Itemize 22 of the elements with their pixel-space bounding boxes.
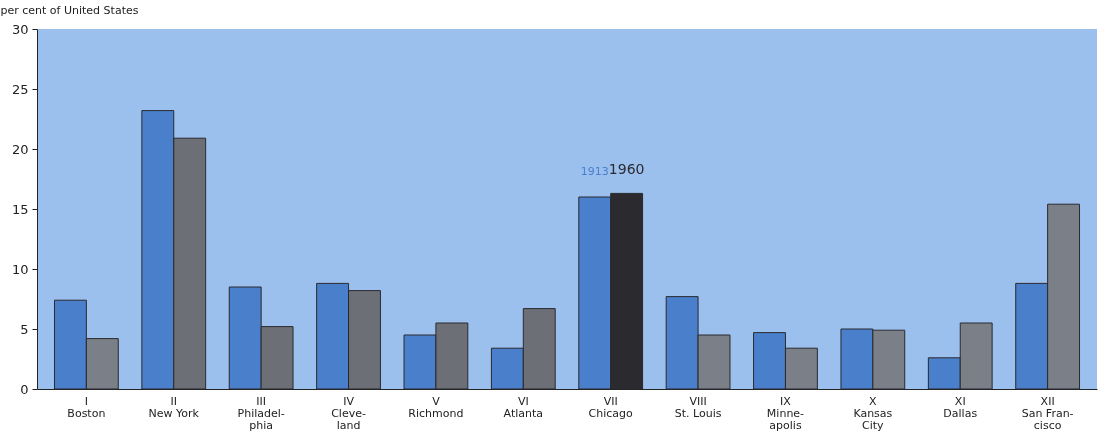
- x-tick-label: II New York: [148, 394, 200, 420]
- series-label: 1960: [608, 161, 645, 178]
- y-tick-label: 15: [11, 201, 29, 217]
- series-label: 1913: [580, 165, 609, 179]
- y-tick-label: 10: [11, 261, 29, 277]
- y-tick-label: 25: [11, 81, 29, 97]
- y-tick-label: 20: [11, 141, 29, 157]
- x-tick-label: X Kansas City: [853, 394, 893, 432]
- x-tick-label: V Richmond: [408, 394, 464, 420]
- y-tick-label: 5: [20, 321, 29, 337]
- y-axis-title: per cent of United States: [0, 3, 139, 17]
- x-tick-label: I Boston: [67, 394, 106, 420]
- x-tick-label: VIII St. Louis: [674, 394, 722, 420]
- x-tick-label: III Philadel- phia: [237, 394, 285, 432]
- x-tick-label: IX Minne- apolis: [766, 394, 805, 432]
- x-tick-label: IV Cleve- land: [331, 394, 366, 432]
- x-tick-label: XI Dallas: [943, 394, 978, 420]
- x-tick-label: VII Chicago: [588, 394, 634, 420]
- y-tick-label: 0: [20, 381, 29, 397]
- y-tick-label: 30: [11, 21, 29, 37]
- x-tick-label: XII San Fran- cisco: [1021, 394, 1074, 432]
- x-tick-label: VI Atlanta: [503, 394, 544, 420]
